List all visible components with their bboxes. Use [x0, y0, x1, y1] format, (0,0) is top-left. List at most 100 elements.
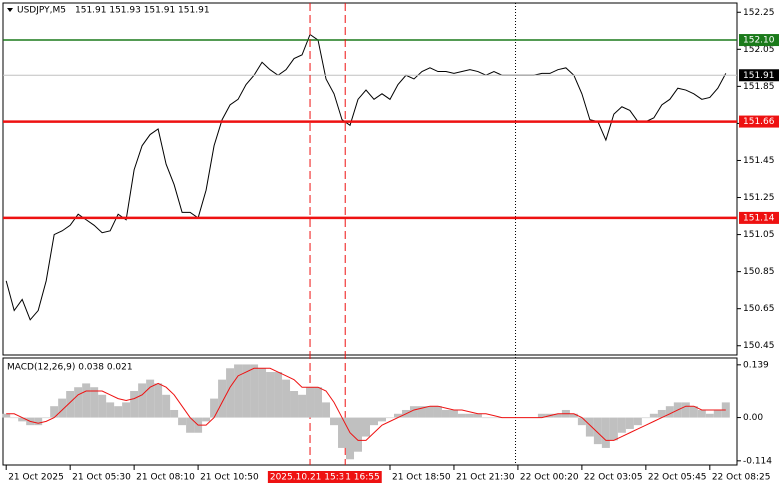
macd-bar: [58, 398, 67, 418]
macd-bar: [370, 417, 378, 426]
price-line: [5, 33, 727, 321]
macd-bar: [298, 394, 307, 418]
macd-bar: [226, 368, 235, 418]
marker-label: 2025.10.21 15:30: [270, 473, 351, 483]
macd-bar: [314, 387, 323, 418]
macd-bar: [489, 417, 498, 419]
macd-title: MACD(12,26,9) 0.038 0.021: [7, 363, 133, 373]
macd-bar: [681, 402, 690, 418]
y-tick-label: 151.25: [743, 193, 775, 203]
y-tick-label: 151.85: [743, 82, 775, 92]
macd-bar: [657, 409, 666, 418]
macd-bar: [417, 406, 426, 418]
macd-bar: [82, 383, 91, 418]
macd-bar: [2, 413, 11, 418]
macd-bar: [465, 413, 474, 418]
price-panel: [2, 2, 738, 356]
macd-bar: [18, 417, 27, 422]
macd-bar: [74, 387, 83, 418]
macd-bar: [569, 413, 578, 418]
macd-bar: [98, 394, 107, 418]
marker-box: [343, 471, 382, 483]
macd-bar: [218, 379, 227, 418]
macd-bar: [617, 417, 626, 433]
macd-bar: [306, 387, 315, 418]
macd-bar: [609, 417, 618, 441]
macd-bar: [697, 409, 706, 418]
x-tick-label: 22 Oct 08:25: [712, 473, 771, 483]
macd-bar: [601, 417, 610, 448]
macd-bar: [425, 406, 434, 418]
macd-bar: [625, 417, 634, 429]
macd-bar: [377, 417, 386, 422]
macd-bar: [106, 402, 115, 418]
macd-bar: [50, 406, 59, 418]
level-box: [739, 115, 779, 128]
level-label: 151.66: [743, 117, 775, 127]
macd-bar: [393, 413, 402, 418]
level-box: [739, 34, 779, 47]
macd-bar: [593, 417, 602, 445]
x-tick-label: 22 Oct 05:45: [648, 473, 707, 483]
macd-bar: [585, 417, 594, 437]
macd-bar: [385, 417, 394, 419]
y-tick-label: 152.05: [743, 45, 775, 55]
macd-bar: [234, 364, 243, 418]
macd-bar: [34, 417, 43, 426]
macd-bar: [10, 417, 19, 419]
macd-bar: [114, 406, 123, 418]
macd-bar: [354, 417, 363, 452]
menu-arrow: [7, 8, 13, 12]
macd-bar: [330, 417, 339, 426]
level-label: 152.10: [743, 36, 775, 46]
macd-bar: [162, 394, 171, 418]
macd-bar: [346, 417, 355, 460]
macd-bar: [186, 417, 195, 433]
macd-bar: [146, 379, 155, 418]
macd-bar: [457, 413, 466, 418]
y-tick-label: 0.00: [743, 413, 763, 423]
y-tick-label: 0.139: [743, 360, 769, 370]
y-tick-label: 151.05: [743, 230, 775, 240]
macd-bar: [473, 413, 482, 418]
macd-bar: [242, 364, 251, 418]
macd-bar: [362, 417, 370, 437]
macd-bar: [433, 406, 442, 418]
macd-bar: [258, 368, 267, 418]
y-tick-label: 150.45: [743, 341, 775, 351]
macd-bar: [178, 417, 187, 426]
macd-bar: [338, 417, 347, 448]
x-tick-label: 22 Oct 03:05: [584, 473, 643, 483]
level-box: [739, 211, 779, 224]
current-price-label: 151.91: [743, 71, 775, 81]
macd-bar: [665, 406, 674, 418]
macd-bar: [274, 372, 283, 418]
y-tick-label: 150.85: [743, 267, 775, 277]
macd-bar: [154, 383, 163, 418]
level-label: 151.14: [743, 213, 775, 223]
macd-bar: [553, 413, 562, 418]
macd-bar: [130, 391, 139, 418]
x-tick-label: 21 Oct 18:50: [392, 473, 451, 483]
macd-bar: [641, 417, 650, 419]
macd-bar: [705, 413, 714, 418]
macd-bar: [66, 391, 75, 418]
y-tick-label: 152.25: [743, 8, 775, 18]
macd-bar: [42, 417, 51, 419]
macd-bar: [122, 402, 131, 418]
macd-bar: [290, 391, 299, 418]
macd-bar: [713, 409, 722, 418]
marker-box: [267, 471, 353, 483]
macd-bar: [266, 372, 275, 418]
y-tick-label: -0.114: [743, 456, 772, 466]
x-tick-label: 21 Oct 10:50: [200, 473, 259, 483]
y-tick-label: 150.65: [743, 304, 775, 314]
macd-bar: [721, 402, 730, 418]
macd-bar: [481, 417, 490, 419]
macd-bar: [633, 417, 642, 426]
macd-bar: [90, 387, 99, 418]
macd-bar: [210, 398, 219, 418]
macd-bar: [170, 409, 179, 418]
macd-bar: [449, 409, 458, 418]
